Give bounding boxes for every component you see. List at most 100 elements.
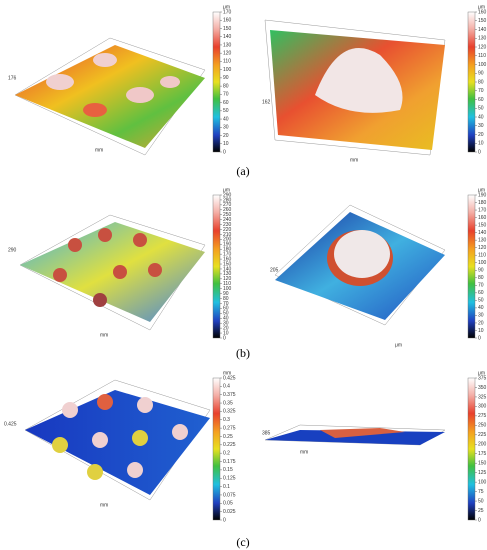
colorbar [467,11,476,153]
colorbar-tick-label: 90 [478,268,484,274]
panel-label: (c) [236,535,249,549]
colorbar-tick-label: 170 [223,252,232,258]
peak [97,394,113,410]
colorbar-tick-label: 20 [478,132,484,138]
peak [315,48,403,113]
colorbar-tick-label: 220 [223,227,232,233]
colorbar-tick-label: 20 [478,320,484,326]
surface [265,430,445,445]
axis-box [14,37,206,156]
peak [160,76,180,88]
colorbar-tick-label: 70 [223,92,229,98]
colorbar-tick-label: 0.175 [223,459,236,465]
z-label: 290 [8,247,17,253]
colorbar-tick-label: 130 [223,271,232,277]
z-label: 176 [8,75,17,81]
colorbar-tick-label: 100 [478,479,487,485]
colorbar-tick-label: 70 [223,301,229,307]
colorbar-tick-label: 250 [223,212,232,218]
surface-plot [264,424,446,446]
colorbar-tick-label: 0.05 [223,501,233,507]
colorbar-tick-label: 80 [478,79,484,85]
colorbar-unit: μm [478,187,485,193]
colorbar-tick-label: 200 [478,442,487,448]
colorbar-tick-label: 160 [223,256,232,262]
colorbar-tick-label: 30 [478,313,484,319]
colorbar-tick-label: 0.325 [223,409,236,415]
peak [83,103,107,117]
colorbar-tick-label: 150 [478,461,487,467]
colorbar-tick-label: 0.25 [223,434,233,440]
colorbar [212,194,221,339]
colorbar-tick-label: 0.4 [223,384,230,390]
z-label: 162 [262,99,271,105]
colorbar-tick-label: 120 [478,44,487,50]
colorbar-tick-label: 50 [223,108,229,114]
colorbar-tick-label: 75 [478,489,484,495]
colorbar-tick-label: 0.125 [223,476,236,482]
axis-unit: mm [95,147,103,153]
colorbar-tick-label: 0.3 [223,417,230,423]
surface-plot [274,204,446,326]
colorbar-tick-label: 110 [223,281,231,287]
axis-unit: mm [100,502,108,508]
surface-plot [24,379,211,501]
peak [98,228,112,242]
peak [172,424,188,440]
colorbar-tick-label: 350 [478,385,487,391]
peak [320,428,405,438]
colorbar-tick-label: 70 [478,283,484,289]
peak [46,74,74,90]
colorbar-tick-label: 0 [223,335,226,341]
colorbar-unit: mm [223,370,231,376]
colorbar-tick-label: 40 [478,305,484,311]
colorbar-tick-label: 140 [478,230,487,236]
colorbar-tick-label: 130 [478,237,487,243]
axis-box [274,204,446,326]
colorbar-tick-label: 180 [223,247,232,253]
colorbar-tick-label: 280 [223,197,232,203]
colorbar-tick-label: 110 [478,253,486,259]
axis-unit: μm [395,342,402,348]
peak [137,397,153,413]
colorbar-tick-label: 130 [223,42,232,48]
colorbar-tick-label: 40 [223,316,229,322]
surface-plot [264,19,446,156]
z-label: 385 [262,430,271,436]
colorbar-tick-label: 260 [223,207,232,213]
colorbar-tick-label: 90 [223,75,229,81]
colorbar-tick-label: 225 [478,432,487,438]
colorbar-tick-label: 110 [223,59,231,65]
colorbar-tick-label: 200 [223,237,232,243]
colorbar-unit: μm [478,370,485,376]
colorbar-tick-label: 150 [478,18,487,24]
colorbar-tick-label: 170 [223,9,232,15]
colorbar-tick-label: 50 [478,106,484,112]
axis-unit: mm [100,332,108,338]
peak [68,238,82,252]
colorbar-tick-label: 190 [478,192,487,198]
colorbar-tick-label: 0.425 [223,375,236,381]
colorbar-tick-label: 170 [478,207,487,213]
peak [92,432,108,448]
colorbar-tick-label: 40 [223,116,229,122]
colorbar-tick-label: 0 [478,517,481,523]
colorbar [212,11,221,153]
colorbar-unit: μm [478,4,485,10]
colorbar-tick-label: 150 [223,26,232,32]
colorbar-tick-label: 0.35 [223,400,233,406]
panel-label: (a) [236,164,249,178]
colorbar-tick-label: 10 [223,330,229,336]
z-label: 205 [270,267,279,273]
panel-label: (b) [236,346,250,360]
colorbar-tick-label: 30 [223,125,229,131]
colorbar-tick-label: 0.275 [223,425,236,431]
colorbar-tick-label: 50 [223,311,229,317]
z-label: 0.425 [4,421,17,427]
colorbar-tick-label: 0.075 [223,492,236,498]
colorbar-tick-label: 100 [223,67,232,73]
colorbar-tick-label: 140 [223,266,232,272]
colorbar-tick-label: 90 [223,291,229,297]
colorbar-tick-label: 0.225 [223,442,236,448]
colorbar-tick-label: 0.375 [223,392,236,398]
